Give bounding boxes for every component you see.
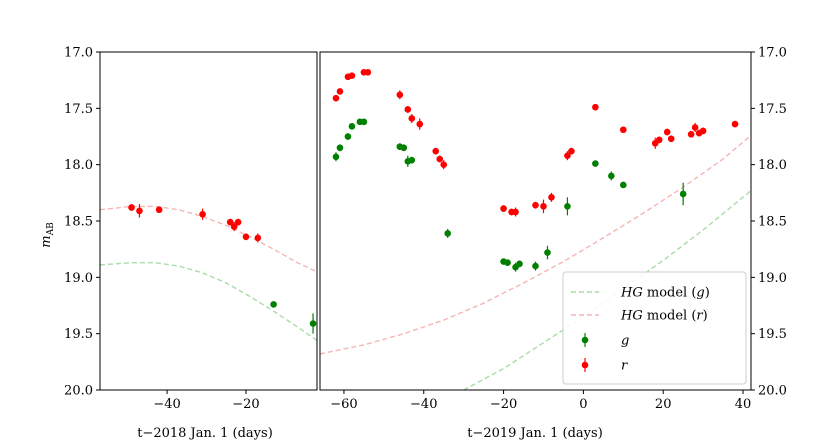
data-point-r [230,223,238,230]
right-x-axis-label: t−2019 Jan. 1 (days) [467,426,603,441]
data-point-r [619,126,627,134]
data-point-r [440,161,448,168]
x-tick-label: −20 [232,397,259,412]
data-point-r [500,205,507,212]
data-point-r [136,207,143,215]
data-point-r [432,147,440,155]
y-tick-label-left: 19.0 [64,271,93,286]
legend-marker-swatch [581,361,589,369]
model-curve-g [100,262,317,341]
data-point-r [348,72,356,79]
data-point-r [699,127,707,135]
y-axis-label: mAB [39,222,56,248]
data-point-g [679,190,687,198]
data-point-r [416,120,424,128]
data-point-g [309,320,317,327]
y-tick-label-right: 20.0 [758,384,787,399]
left-x-axis-label: t−2018 Jan. 1 (days) [137,426,273,441]
data-point-r [396,91,404,99]
data-point-g [592,160,599,167]
y-tick-label-left: 18.0 [64,158,93,173]
y-tick-label-right: 19.0 [758,271,787,286]
data-point-r [226,218,234,226]
y-tick-label-right: 19.5 [758,327,787,342]
model-curve-r [320,134,751,355]
data-point-r [731,120,739,128]
data-point-r [548,194,555,201]
data-point-r [655,136,663,144]
data-point-r [364,68,372,76]
data-point-r [242,233,250,241]
data-point-r [691,124,699,131]
data-point-g [532,262,539,270]
data-point-r [404,106,412,113]
data-point-g [544,249,551,256]
data-point-r [336,88,344,95]
x-tick-label: 40 [735,397,752,412]
y-tick-label-left: 18.5 [64,215,93,230]
data-point-r [564,152,571,159]
x-tick-label: −20 [490,397,517,412]
y-tick-label-left: 17.5 [64,102,93,117]
data-point-r [568,147,575,155]
data-point-r [667,135,675,143]
data-point-r [687,130,695,138]
model-curve-r [100,205,317,273]
legend-marker-swatch [581,336,589,344]
y-tick-label-right: 17.5 [758,102,787,117]
data-point-r [663,128,671,136]
legend-label: r [621,359,628,374]
data-point-g [336,144,344,152]
data-point-r [540,203,547,210]
data-point-g [332,153,340,161]
legend-label: g [621,334,629,349]
data-point-r [332,94,340,102]
data-point-g [348,123,356,130]
legend-label: HG model (g) [620,286,710,301]
data-point-g [270,301,277,308]
data-point-r [436,155,444,163]
data-point-g [504,259,511,266]
data-point-r [592,103,599,111]
x-tick-label: −40 [410,397,437,412]
y-tick-label-right: 18.5 [758,215,787,230]
data-point-g [344,133,352,140]
data-point-r [408,115,416,122]
left-panel: −40 −20 17.0 17.5 18.0 18.5 19.0 19.5 20.0 [64,46,318,412]
data-point-r [234,218,242,226]
right-panel: −60 −40 −20 0 20 40 17.0 17.5 18.0 18.5 19.0 19.5 20… [319,46,787,412]
legend: HG model (g) HG model (r) gr [562,271,747,385]
y-tick-label-left: 20.0 [64,384,93,399]
data-point-r [155,206,163,214]
data-point-g [400,144,408,152]
data-point-r [199,210,206,218]
legend-label: HG model (r) [620,309,708,324]
y-tick-label-left: 17.0 [64,46,93,61]
y-tick-label-right: 18.0 [758,158,787,173]
data-point-r [254,234,262,242]
legend-box [562,271,747,385]
x-tick-label: 0 [579,397,587,412]
data-point-g [516,260,523,268]
data-point-r [532,201,539,209]
y-tick-label-left: 19.5 [64,327,93,342]
plot-content [100,204,317,341]
x-tick-label: 20 [655,397,672,412]
data-point-g [444,230,452,237]
x-tick-label: −40 [153,397,180,412]
data-point-r [128,204,135,211]
data-point-r [512,208,519,216]
data-point-g [608,172,615,180]
plot-frame [99,51,318,391]
data-point-g [564,203,571,210]
x-tick-label: −60 [330,397,357,412]
data-point-g [619,181,627,189]
data-point-g [360,118,368,126]
y-tick-label-right: 17.0 [758,46,787,61]
data-point-g [408,156,416,164]
